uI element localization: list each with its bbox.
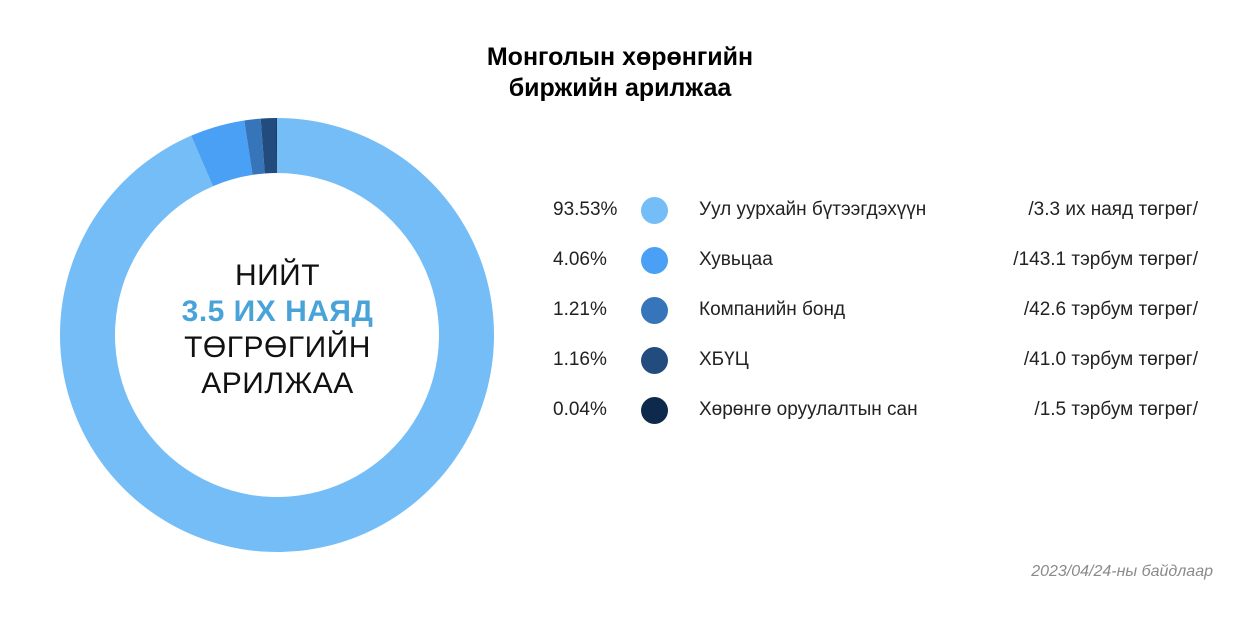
donut-slice <box>276 118 277 174</box>
total-label: НИЙТ <box>234 259 321 292</box>
legend-item: 93.53% Уул уурхайн бүтээгдэхүүн/3.3 их на… <box>0 190 1257 230</box>
donut-slice <box>191 120 253 187</box>
legend-amount: /42.6 тэрбум төгрөг/ <box>1023 299 1198 320</box>
legend-amount: /41.0 тэрбум төгрөг/ <box>1023 349 1198 370</box>
total-value: 3.5 ИХ НАЯД <box>181 295 374 328</box>
donut-slice <box>260 118 277 174</box>
legend-swatch <box>641 247 668 274</box>
legend-swatch <box>641 297 668 324</box>
legend-percent: 1.21% <box>553 299 607 320</box>
donut-chart <box>60 118 494 552</box>
legend-item: 1.16% ХБҮЦ/41.0 тэрбум төгрөг/ <box>0 340 1257 380</box>
total-summary: НИЙТ 3.5 ИХ НАЯД ТӨГРӨГИЙН АРИЛЖАА <box>160 258 395 402</box>
legend-amount: /1.5 тэрбум төгрөг/ <box>1034 399 1198 420</box>
chart-title-line: биржийн арилжаа <box>508 74 732 102</box>
legend-label: Хувьцаа <box>699 249 773 270</box>
legend-swatch <box>641 347 668 374</box>
legend-label: Хөрөнгө оруулалтын сан <box>699 399 918 420</box>
legend-percent: 1.16% <box>553 349 607 370</box>
legend-amount: /143.1 тэрбум төгрөг/ <box>1013 249 1198 270</box>
legend-label: Уул уурхайн бүтээгдэхүүн <box>699 199 927 220</box>
legend-item: 0.04% Хөрөнгө оруулалтын сан/1.5 тэрбум т… <box>0 390 1257 430</box>
total-caption: АРИЛЖАА <box>201 367 354 400</box>
legend-item: 1.21% Компанийн бонд/42.6 тэрбум төгрөг/ <box>0 290 1257 330</box>
date-footnote: 2023/04/24-ны байдлаар <box>1031 563 1213 580</box>
legend-percent: 4.06% <box>553 249 607 270</box>
donut-slice <box>244 118 265 175</box>
legend-item: 4.06% Хувьцаа/143.1 тэрбум төгрөг/ <box>0 240 1257 280</box>
chart-title-line: Монголын хөрөнгийн <box>486 43 754 71</box>
total-unit: ТӨГРӨГИЙН <box>184 331 371 364</box>
legend-swatch <box>641 197 668 224</box>
legend-percent: 0.04% <box>553 399 607 420</box>
legend-label: ХБҮЦ <box>699 349 749 370</box>
chart-title: Монголын хөрөнгийн биржийн арилжаа <box>420 42 820 104</box>
legend-percent: 93.53% <box>553 199 618 220</box>
legend-swatch <box>641 397 668 424</box>
legend-amount: /3.3 их наяд төгрөг/ <box>1028 199 1198 220</box>
legend-label: Компанийн бонд <box>699 299 846 320</box>
